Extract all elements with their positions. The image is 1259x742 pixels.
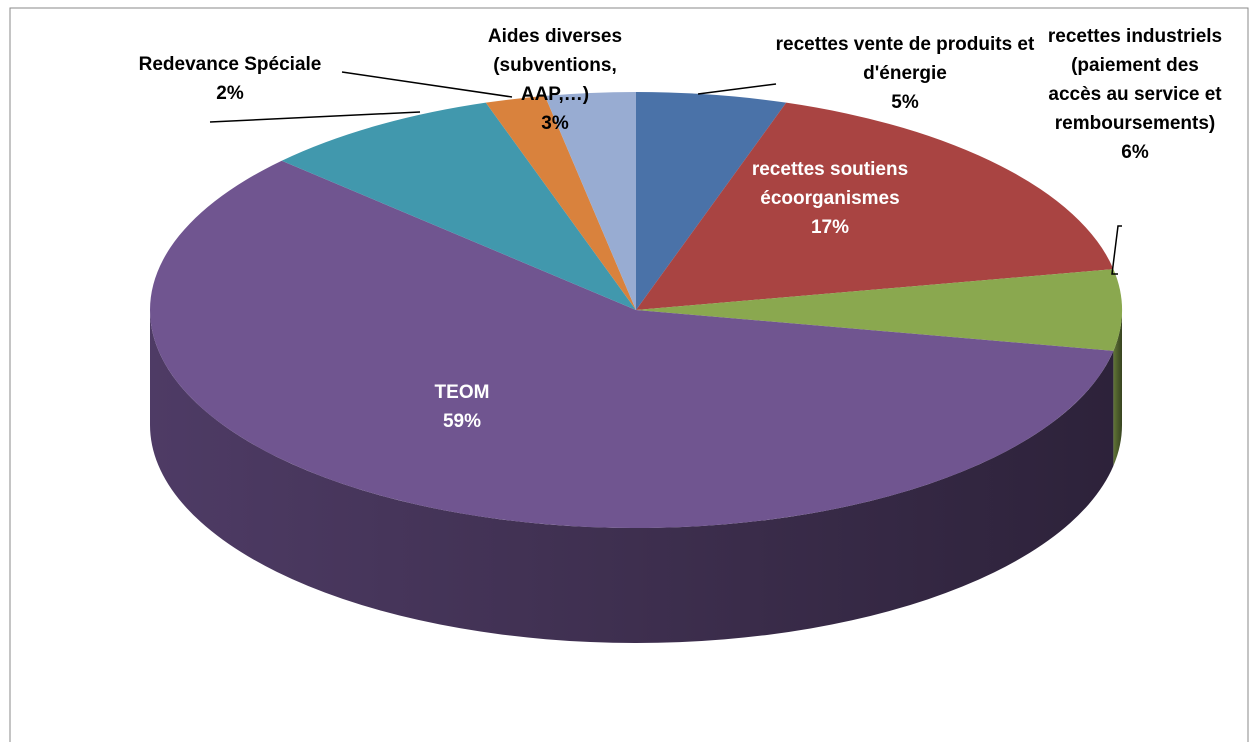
data-label: Redevance Spéciale 2%: [105, 50, 355, 108]
slice-side: [1113, 310, 1122, 466]
slice-name: Aides diverses (subventions, AAP,…): [487, 26, 623, 105]
leader-lines: [209, 71, 1122, 275]
leader-line: [341, 71, 513, 98]
slice: [636, 102, 1114, 310]
pie-tops: [149, 92, 1122, 528]
slice: [485, 95, 636, 310]
slice-value: 5%: [891, 92, 919, 113]
slice-name: TEOM: [434, 382, 490, 403]
slice-side: [150, 310, 1114, 643]
data-label: recettes industriels (paiement des accès…: [1047, 22, 1223, 167]
slice-name: Redevance Spéciale: [138, 54, 322, 75]
slice: [281, 102, 636, 310]
slice: [149, 160, 1114, 528]
slice: [544, 92, 636, 310]
leader-line: [209, 111, 421, 123]
leader-line: [1111, 225, 1122, 275]
pie-sides: [150, 310, 1122, 643]
data-label: recettes soutiens écoorganismes 17%: [725, 155, 935, 242]
slice-name: recettes soutiens écoorganismes: [751, 159, 909, 209]
slice: [636, 92, 787, 310]
slice-value: 6%: [1121, 142, 1149, 163]
slice: [636, 269, 1122, 351]
slice-name: recettes vente de produits et d'énergie: [775, 34, 1035, 84]
slice-value: 3%: [541, 113, 569, 134]
data-label: TEOM 59%: [387, 378, 537, 436]
slice-value: 59%: [442, 411, 482, 432]
leader-line: [697, 83, 777, 95]
slice-value: 2%: [216, 83, 244, 104]
slice-value: 17%: [810, 217, 850, 238]
data-label: recettes vente de produits et d'énergie 5…: [770, 30, 1040, 117]
data-label: Aides diverses (subventions, AAP,…) 3%: [465, 22, 645, 138]
slice-name: recettes industriels (paiement des accès…: [1047, 26, 1223, 134]
chart-frame: [9, 7, 1249, 742]
